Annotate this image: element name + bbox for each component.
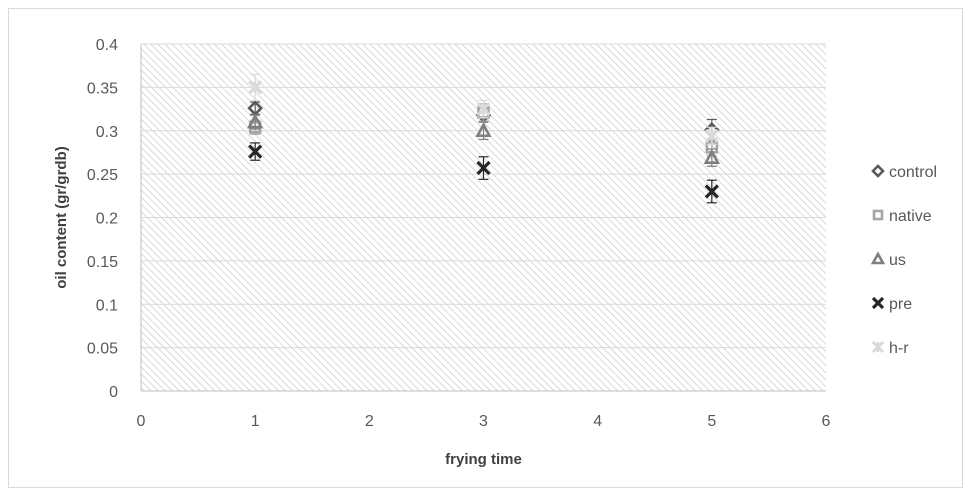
legend-label-native: native bbox=[889, 208, 932, 225]
y-tick-label: 0.25 bbox=[87, 167, 118, 184]
legend-label-us: us bbox=[889, 252, 906, 269]
legend-item-control: control bbox=[871, 164, 937, 181]
legend: control native us pre h-r bbox=[870, 164, 937, 357]
data-point-h-r bbox=[704, 128, 719, 144]
legend-label-control: control bbox=[889, 164, 937, 181]
y-tick-label: 0.4 bbox=[96, 37, 118, 54]
x-tick-label: 3 bbox=[479, 413, 488, 430]
tick-labels: 0 0.05 0.1 0.15 0.2 0.25 0.3 0.35 0.4 0 1 2 3 4 5 6 bbox=[87, 37, 831, 430]
x-tick-label: 0 bbox=[137, 413, 146, 430]
x-tick-label: 5 bbox=[707, 413, 716, 430]
x-tick-label: 1 bbox=[251, 413, 260, 430]
data-point-pre bbox=[476, 160, 491, 176]
y-tick-label: 0.15 bbox=[87, 254, 118, 271]
axes bbox=[140, 44, 826, 392]
y-tick-label: 0.1 bbox=[96, 297, 118, 314]
x-tick-label: 4 bbox=[593, 413, 602, 430]
data-point-us bbox=[246, 113, 264, 129]
x-tick-label: 2 bbox=[365, 413, 374, 430]
y-tick-label: 0.35 bbox=[87, 80, 118, 97]
y-tick-label: 0.3 bbox=[96, 124, 118, 141]
data-point-pre bbox=[704, 184, 719, 199]
series-us bbox=[246, 113, 721, 167]
legend-marker-us bbox=[870, 251, 886, 265]
y-axis-title: oil content (gr/grdb) bbox=[53, 146, 70, 288]
y-tick-label: 0 bbox=[109, 384, 118, 401]
data-point-us bbox=[703, 148, 721, 164]
data-point-h-r bbox=[476, 102, 491, 117]
legend-marker-control bbox=[871, 164, 885, 178]
y-tick-label: 0.05 bbox=[87, 341, 118, 358]
legend-item-pre: pre bbox=[871, 296, 912, 313]
legend-item-us: us bbox=[870, 251, 906, 269]
series-pre bbox=[248, 142, 719, 204]
data-point-pre bbox=[248, 144, 263, 159]
data-point-h-r bbox=[248, 80, 263, 95]
legend-label-pre: pre bbox=[889, 296, 912, 313]
y-tick-label: 0.2 bbox=[96, 211, 118, 228]
series-h-r bbox=[248, 73, 719, 146]
data-marks bbox=[246, 73, 721, 204]
legend-item-h-r: h-r bbox=[871, 340, 909, 357]
x-tick-label: 6 bbox=[822, 413, 831, 430]
legend-label-h-r: h-r bbox=[889, 340, 909, 357]
x-axis-title: frying time bbox=[445, 451, 522, 468]
data-point-us bbox=[475, 122, 492, 138]
legend-item-native: native bbox=[872, 208, 932, 225]
legend-marker-h-r bbox=[871, 340, 885, 354]
legend-marker-native bbox=[872, 209, 884, 221]
legend-marker-pre bbox=[871, 296, 885, 310]
